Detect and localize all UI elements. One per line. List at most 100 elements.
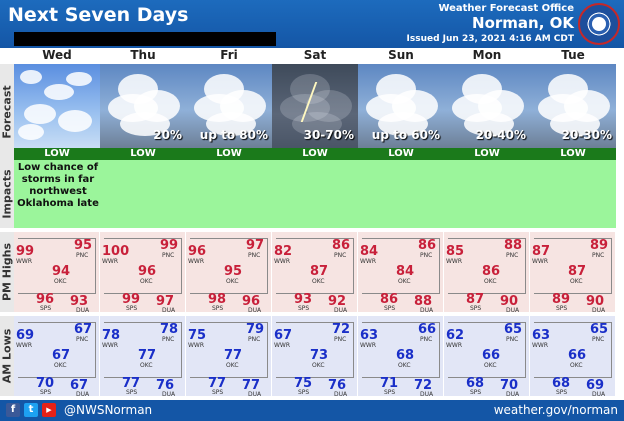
precip-chance: up to 80% — [199, 128, 268, 142]
station-label: OKC — [484, 362, 497, 369]
temp-dua: 90 — [500, 294, 519, 309]
temp-pnc: 72 — [332, 322, 351, 337]
day-header: Sun — [388, 48, 414, 62]
cloud-shape — [120, 112, 170, 136]
station-label: DUA — [420, 391, 434, 398]
station-label: OKC — [398, 362, 411, 369]
station-label: DUA — [76, 307, 90, 314]
redacted-bar — [14, 32, 276, 46]
row-label-lows: AM Lows — [0, 316, 14, 396]
cloud-shape — [18, 124, 44, 140]
impact-note: Low chance of storms in far northwest Ok… — [17, 162, 99, 209]
cloud-shape — [464, 112, 514, 136]
row-label-highs: PM Highs — [0, 232, 14, 312]
sky-image: up to 80% — [186, 64, 272, 148]
day-header: Tue — [561, 48, 585, 62]
station-label: PNC — [506, 336, 519, 343]
temp-okc: 66 — [568, 348, 587, 363]
high-temp-map: 97 PNC 96 WWR 95 OKC 98 SPS 96 DUA — [186, 232, 272, 314]
station-label: OKC — [54, 278, 67, 285]
temp-pnc: 86 — [418, 238, 437, 253]
temp-dua: 96 — [242, 294, 261, 309]
station-label: OKC — [484, 278, 497, 285]
risk-badge: LOW — [100, 148, 186, 160]
low-temp-map: 79 PNC 75 WWR 77 OKC 77 SPS 77 DUA — [186, 316, 272, 398]
cloud-shape — [550, 112, 600, 136]
station-label: DUA — [334, 391, 348, 398]
station-label: WWR — [532, 342, 549, 349]
station-label: SPS — [212, 389, 224, 396]
temp-sps: 68 — [466, 376, 485, 391]
temp-dua: 92 — [328, 294, 347, 309]
state-outline — [104, 238, 182, 294]
station-label: DUA — [162, 307, 176, 314]
row-label-highs-text: PM Highs — [0, 242, 14, 302]
station-label: OKC — [140, 362, 153, 369]
day-header: Fri — [220, 48, 238, 62]
issued-time: Issued Jun 23, 2021 4:16 AM CDT — [406, 34, 575, 44]
temp-sps: 70 — [36, 376, 55, 391]
temp-sps: 96 — [36, 292, 55, 307]
impacts-row: Low chance of storms in far northwest Ok… — [14, 160, 616, 228]
temp-pnc: 65 — [504, 322, 523, 337]
temp-okc: 86 — [482, 264, 501, 279]
temp-dua: 90 — [586, 294, 605, 309]
temp-dua: 70 — [500, 378, 519, 393]
station-label: SPS — [384, 389, 396, 396]
cloud-shape — [66, 72, 92, 86]
social-handle[interactable]: @NWSNorman — [64, 403, 153, 417]
station-label: SPS — [298, 389, 310, 396]
temp-pnc: 78 — [160, 322, 179, 337]
cloud-shape — [280, 94, 330, 122]
state-outline — [362, 238, 440, 294]
cloud-shape — [206, 112, 256, 136]
temp-okc: 84 — [396, 264, 415, 279]
temp-wwr: 84 — [360, 244, 379, 259]
station-label: SPS — [470, 305, 482, 312]
risk-badge: LOW — [444, 148, 530, 160]
state-outline — [276, 238, 354, 294]
high-temp-map: 99 PNC 100 WWR 96 OKC 99 SPS 97 DUA — [100, 232, 186, 314]
temp-wwr: 63 — [532, 328, 551, 343]
youtube-icon[interactable]: ▶ — [42, 403, 56, 417]
day-header: Wed — [42, 48, 72, 62]
station-label: PNC — [162, 336, 175, 343]
temp-okc: 87 — [568, 264, 587, 279]
cloud-shape — [24, 104, 56, 124]
station-label: DUA — [76, 391, 90, 398]
twitter-icon[interactable]: t — [24, 403, 38, 417]
temp-wwr: 62 — [446, 328, 465, 343]
day-header: Thu — [130, 48, 156, 62]
station-label: OKC — [398, 278, 411, 285]
station-label: PNC — [334, 252, 347, 259]
precip-chance: up to 60% — [371, 128, 440, 142]
temp-sps: 98 — [208, 292, 227, 307]
station-label: PNC — [76, 252, 89, 259]
risk-badge: LOW — [530, 148, 616, 160]
office-city: Norman, OK — [472, 14, 574, 32]
precip-chance: 20-30% — [561, 128, 612, 142]
temp-pnc: 95 — [74, 238, 93, 253]
temp-pnc: 88 — [504, 238, 523, 253]
station-label: SPS — [556, 389, 568, 396]
facebook-icon[interactable]: f — [6, 403, 20, 417]
website-link[interactable]: weather.gov/norman — [493, 403, 618, 417]
state-outline — [104, 322, 182, 378]
station-label: SPS — [126, 389, 138, 396]
temp-wwr: 67 — [274, 328, 293, 343]
station-label: OKC — [226, 278, 239, 285]
temp-okc: 96 — [138, 264, 157, 279]
temp-pnc: 65 — [590, 322, 609, 337]
temp-pnc: 99 — [160, 238, 179, 253]
sky-image: up to 60% — [358, 64, 444, 148]
temp-wwr: 96 — [188, 244, 207, 259]
risk-badge: LOW — [272, 148, 358, 160]
temp-sps: 89 — [552, 292, 571, 307]
temp-pnc: 67 — [74, 322, 93, 337]
temp-wwr: 63 — [360, 328, 379, 343]
temp-dua: 77 — [242, 378, 261, 393]
cloud-shape — [378, 112, 428, 136]
station-label: SPS — [212, 305, 224, 312]
temp-wwr: 87 — [532, 244, 551, 259]
station-label: DUA — [248, 307, 262, 314]
